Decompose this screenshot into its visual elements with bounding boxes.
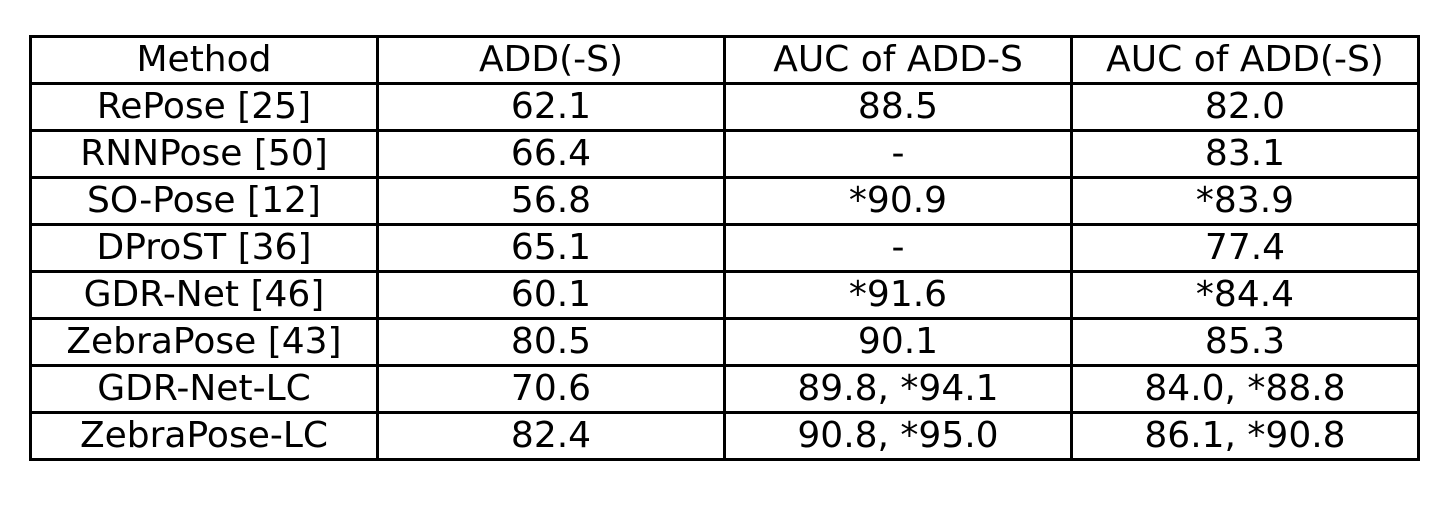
cell-auc-add-s: -: [723, 129, 1073, 179]
header-add-s: ADD(-S): [376, 35, 726, 85]
table-row: GDR-Net [46] 60.1 *91.6 *84.4: [29, 270, 1420, 320]
cell-auc-add-s: *90.9: [723, 176, 1073, 226]
table-row: ZebraPose [43] 80.5 90.1 85.3: [29, 317, 1420, 367]
cell-add-s: 65.1: [376, 223, 726, 273]
cell-auc-add-s: 90.1: [723, 317, 1073, 367]
cell-add-s: 60.1: [376, 270, 726, 320]
cell-auc-add-paren-s: 86.1, *90.8: [1070, 411, 1420, 461]
cell-add-s: 70.6: [376, 364, 726, 414]
cell-method: ZebraPose [43]: [29, 317, 379, 367]
cell-method: GDR-Net [46]: [29, 270, 379, 320]
cell-method: ZebraPose-LC: [29, 411, 379, 461]
header-method: Method: [29, 35, 379, 85]
cell-auc-add-s: 89.8, *94.1: [723, 364, 1073, 414]
cell-auc-add-s: *91.6: [723, 270, 1073, 320]
cell-method: RePose [25]: [29, 82, 379, 132]
cell-auc-add-paren-s: 83.1: [1070, 129, 1420, 179]
header-row: Method ADD(-S) AUC of ADD-S AUC of ADD(-…: [29, 35, 1420, 85]
header-auc-add-s: AUC of ADD-S: [723, 35, 1073, 85]
results-table: Method ADD(-S) AUC of ADD-S AUC of ADD(-…: [29, 35, 1420, 461]
cell-auc-add-paren-s: 77.4: [1070, 223, 1420, 273]
cell-method: GDR-Net-LC: [29, 364, 379, 414]
table-row: GDR-Net-LC 70.6 89.8, *94.1 84.0, *88.8: [29, 364, 1420, 414]
table-row: RePose [25] 62.1 88.5 82.0: [29, 82, 1420, 132]
cell-auc-add-paren-s: *84.4: [1070, 270, 1420, 320]
cell-auc-add-paren-s: 85.3: [1070, 317, 1420, 367]
table-row: SO-Pose [12] 56.8 *90.9 *83.9: [29, 176, 1420, 226]
table-header: Method ADD(-S) AUC of ADD-S AUC of ADD(-…: [29, 35, 1420, 85]
cell-auc-add-paren-s: *83.9: [1070, 176, 1420, 226]
cell-method: SO-Pose [12]: [29, 176, 379, 226]
cell-auc-add-s: -: [723, 223, 1073, 273]
cell-add-s: 62.1: [376, 82, 726, 132]
cell-add-s: 82.4: [376, 411, 726, 461]
table-body: RePose [25] 62.1 88.5 82.0 RNNPose [50] …: [29, 82, 1420, 461]
header-auc-add-paren-s: AUC of ADD(-S): [1070, 35, 1420, 85]
table-row: DProST [36] 65.1 - 77.4: [29, 223, 1420, 273]
results-table-container: Method ADD(-S) AUC of ADD-S AUC of ADD(-…: [29, 35, 1420, 461]
table-row: RNNPose [50] 66.4 - 83.1: [29, 129, 1420, 179]
cell-auc-add-paren-s: 82.0: [1070, 82, 1420, 132]
table-row: ZebraPose-LC 82.4 90.8, *95.0 86.1, *90.…: [29, 411, 1420, 461]
cell-add-s: 66.4: [376, 129, 726, 179]
cell-auc-add-s: 88.5: [723, 82, 1073, 132]
cell-auc-add-s: 90.8, *95.0: [723, 411, 1073, 461]
cell-method: RNNPose [50]: [29, 129, 379, 179]
cell-add-s: 56.8: [376, 176, 726, 226]
cell-add-s: 80.5: [376, 317, 726, 367]
cell-method: DProST [36]: [29, 223, 379, 273]
cell-auc-add-paren-s: 84.0, *88.8: [1070, 364, 1420, 414]
